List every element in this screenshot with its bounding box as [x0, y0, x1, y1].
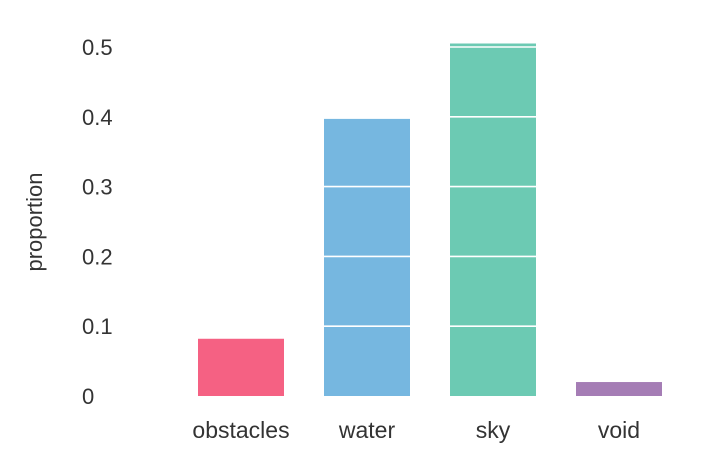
y-tick-label: 0.4	[82, 105, 113, 130]
x-tick-label-void: void	[598, 417, 640, 443]
y-axis-label: proportion	[22, 172, 47, 271]
bars-group	[198, 43, 662, 397]
x-tick-label-water: water	[338, 417, 396, 443]
y-tick-label: 0.2	[82, 244, 113, 269]
x-ticks-group: obstacles water sky void	[192, 417, 640, 443]
x-tick-label-obstacles: obstacles	[192, 417, 289, 443]
x-tick-label-sky: sky	[476, 417, 511, 443]
bar-void	[576, 382, 662, 396]
gridlines-group	[150, 46, 690, 328]
bar-water	[324, 118, 410, 397]
y-tick-label: 0	[82, 384, 94, 409]
bar-obstacles	[198, 338, 284, 396]
bar-sky	[450, 43, 536, 396]
y-tick-label: 0.5	[82, 35, 113, 60]
y-tick-label: 0.1	[82, 314, 113, 339]
y-ticks-group: 0 0.1 0.2 0.3 0.4 0.5	[82, 35, 113, 409]
y-tick-label: 0.3	[82, 175, 113, 200]
